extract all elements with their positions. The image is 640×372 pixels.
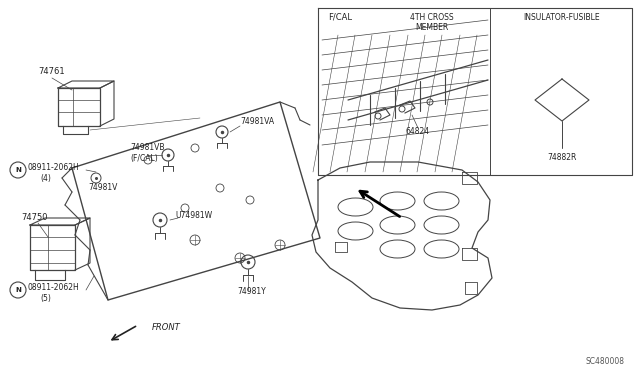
Text: 74981Y: 74981Y [237,288,266,296]
Text: 08911-2062H: 08911-2062H [28,283,80,292]
Text: (F/CAL): (F/CAL) [130,154,157,163]
Text: 74981V: 74981V [88,183,117,192]
Text: SC480008: SC480008 [586,357,625,366]
Text: F/CAL: F/CAL [328,13,352,22]
Text: (5): (5) [40,294,51,302]
Text: (4): (4) [40,173,51,183]
Text: FRONT: FRONT [152,324,180,333]
Text: 74981VB: 74981VB [130,144,164,153]
Text: 74981VA: 74981VA [240,118,274,126]
Text: 74750: 74750 [22,214,48,222]
Text: MEMBER: MEMBER [415,22,449,32]
Text: N: N [15,167,21,173]
Text: 74882R: 74882R [547,154,577,163]
Text: 4TH CROSS: 4TH CROSS [410,13,454,22]
Text: INSULATOR-FUSIBLE: INSULATOR-FUSIBLE [524,13,600,22]
Text: 74761: 74761 [38,67,65,77]
Text: 64824: 64824 [406,128,430,137]
Text: N: N [15,287,21,293]
Text: U74981W: U74981W [175,211,212,219]
Text: 08911-2062H: 08911-2062H [28,164,80,173]
